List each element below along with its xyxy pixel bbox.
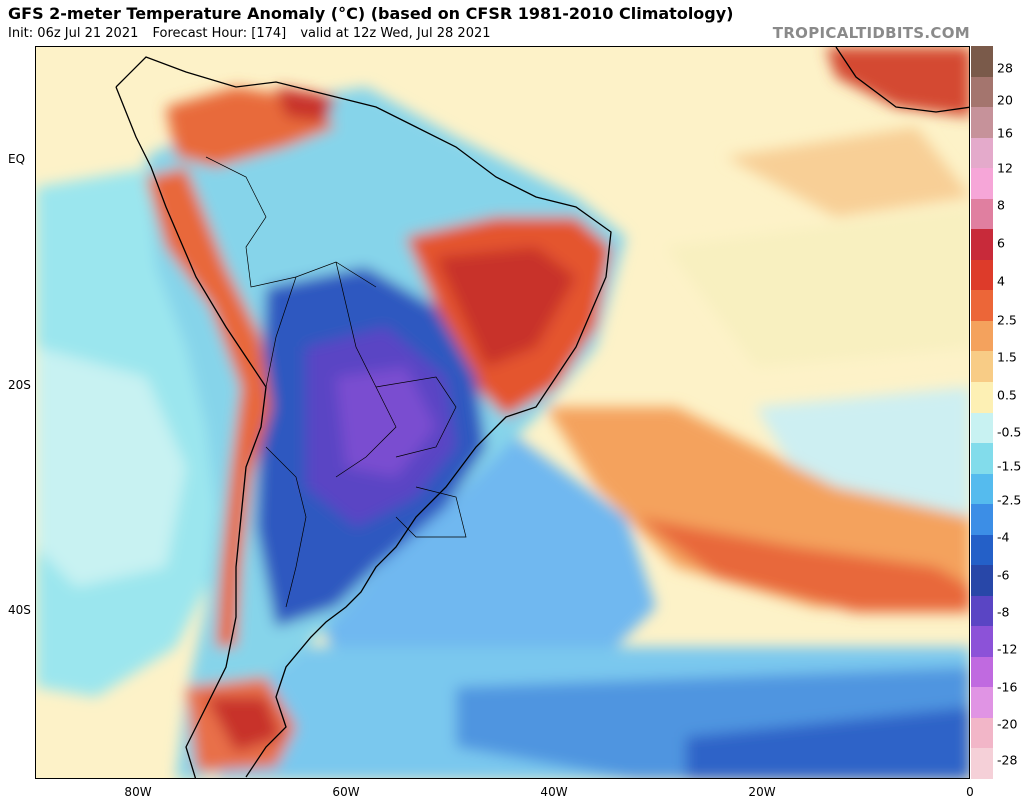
colorbar-segment — [971, 107, 993, 139]
colorbar-label: -8 — [997, 604, 1010, 620]
colorbar-segment — [971, 504, 993, 536]
colorbar-label: -20 — [997, 716, 1018, 732]
anomaly-map — [35, 46, 970, 779]
forecast-info: Init: 06z Jul 21 2021 Forecast Hour: [17… — [8, 26, 501, 41]
colorbar-segment — [971, 351, 993, 383]
colorbar-label: -2.5 — [997, 492, 1022, 508]
colorbar-segment — [971, 473, 993, 505]
colorbar-segment — [971, 381, 993, 413]
anomaly-field — [36, 47, 969, 778]
colorbar-segment — [971, 412, 993, 444]
colorbar-segment — [971, 320, 993, 352]
colorbar-segment — [971, 168, 993, 200]
colorbar-label: 20 — [997, 92, 1013, 108]
colorbar-segment — [971, 198, 993, 230]
colorbar-label: 28 — [997, 60, 1013, 76]
colorbar-label: 1.5 — [997, 349, 1017, 365]
lon-label-40w: 40W — [540, 785, 568, 799]
colorbar-segment — [971, 717, 993, 749]
colorbar-segment — [971, 137, 993, 169]
colorbar-segment — [971, 443, 993, 475]
colorbar-label: 8 — [997, 197, 1005, 213]
colorbar-segment — [971, 229, 993, 261]
colorbar-segment — [971, 46, 993, 78]
colorbar-label: -0.5 — [997, 424, 1022, 440]
colorbar-segment — [971, 290, 993, 322]
colorbar-label: -6 — [997, 567, 1010, 583]
colorbar-label: -16 — [997, 679, 1018, 695]
lat-label-eq: EQ — [8, 152, 26, 166]
country-borders — [205, 156, 467, 608]
colorbar-segment — [971, 656, 993, 688]
colorbar-label: -28 — [997, 752, 1018, 768]
colorbar-segment — [971, 687, 993, 719]
valid-time: valid at 12z Wed, Jul 28 2021 — [300, 26, 491, 41]
lat-label-40s: 40S — [8, 603, 31, 617]
colorbar-label: 2.5 — [997, 312, 1017, 328]
colorbar-label: 6 — [997, 235, 1005, 251]
lon-label-0: 0 — [966, 785, 974, 799]
forecast-hour: Forecast Hour: [174] — [152, 26, 287, 41]
colorbar: 28 20 16 12 8 6 4 2.5 1.5 0.5 -0.5 -1.5 -2.5 -4 -6 -8 -1… — [971, 46, 1022, 780]
colorbar-label: 4 — [997, 273, 1005, 289]
lon-label-20w: 20W — [748, 785, 776, 799]
colorbar-segment — [971, 748, 993, 780]
colorbar-segment — [971, 534, 993, 566]
anomaly-map-svg — [36, 47, 969, 778]
colorbar-label: 12 — [997, 160, 1013, 176]
map-title: GFS 2-meter Temperature Anomaly (°C) (ba… — [8, 4, 734, 23]
coastlines — [115, 47, 969, 778]
colorbar-label: 16 — [997, 125, 1013, 141]
colorbar-label: -4 — [997, 529, 1010, 545]
colorbar-segment — [971, 565, 993, 597]
colorbar-segment — [971, 595, 993, 627]
lat-label-20s: 20S — [8, 378, 31, 392]
colorbar-segment — [971, 626, 993, 658]
colorbar-label: -1.5 — [997, 458, 1022, 474]
colorbar-segment — [971, 259, 993, 291]
brand-watermark: TROPICALTIDBITS.COM — [772, 24, 970, 42]
lon-label-60w: 60W — [332, 785, 360, 799]
lon-label-80w: 80W — [124, 785, 152, 799]
colorbar-segment — [971, 76, 993, 108]
init-time: Init: 06z Jul 21 2021 — [8, 26, 139, 41]
colorbar-label: -12 — [997, 641, 1018, 657]
colorbar-label: 0.5 — [997, 387, 1017, 403]
